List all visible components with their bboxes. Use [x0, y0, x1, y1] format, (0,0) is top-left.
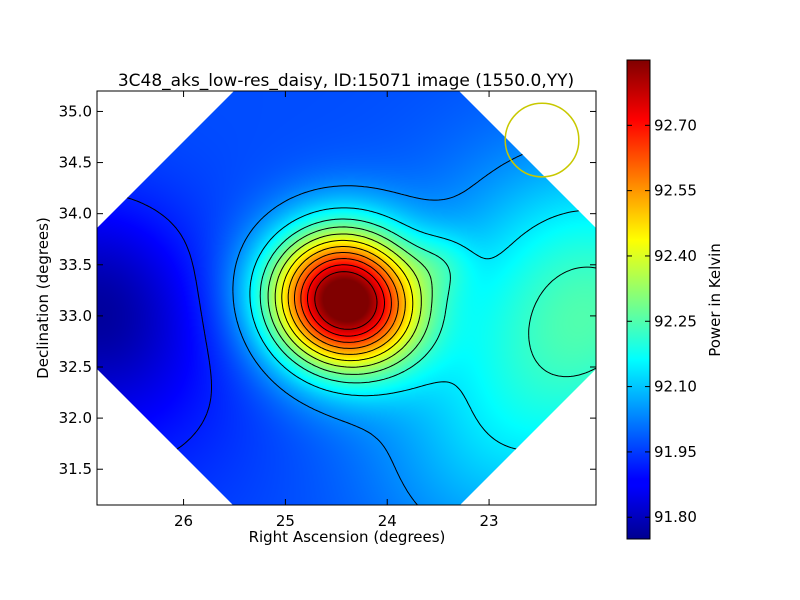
heatmap-image: [97, 91, 596, 505]
x-axis-label: Right Ascension (degrees): [249, 528, 446, 546]
y-tick-label: 34.0: [59, 205, 92, 223]
plot-frame: [96, 90, 597, 506]
colorbar: 91.80 91.95 92.10 92.25 92.40 92.55 92.70 Powe…: [626, 59, 724, 540]
contour-level-11: [314, 271, 378, 330]
y-tick-label: 34.5: [59, 154, 92, 172]
contour-level-3: [259, 218, 596, 384]
contour-level-5: [274, 233, 422, 368]
contour-lines: [97, 139, 596, 505]
plot-area: [97, 91, 596, 505]
colorbar-label: Power in Kelvin: [706, 243, 724, 357]
y-tick-label: 32.5: [59, 358, 92, 376]
x-tick-label: 25: [276, 512, 295, 530]
contour-level-7: [287, 246, 406, 355]
colorbar-tick-label: 91.80: [654, 508, 697, 526]
x-axis: 26 25 24 23: [174, 91, 499, 530]
chart-title: 3C48_aks_low-res_daisy, ID:15071 image (…: [118, 71, 574, 91]
x-tick-label: 26: [174, 512, 193, 530]
y-tick-label: 35.0: [59, 102, 92, 120]
y-tick-label: 33.0: [59, 307, 92, 325]
colorbar-tick-label: 92.40: [654, 247, 697, 265]
beam-circle: [504, 102, 580, 178]
x-tick-label: 24: [378, 512, 397, 530]
colorbar-tick-label: 92.70: [654, 116, 697, 134]
colorbar-ticks: 91.80 91.95 92.10 92.25 92.40 92.55 92.70: [627, 116, 697, 526]
contour-level-10: [307, 264, 385, 337]
contour-level-4: [267, 226, 433, 375]
y-tick-label: 33.5: [59, 256, 92, 274]
contour-level-8: [294, 252, 399, 349]
y-axis: 31.5 32.0 32.5 33.0 33.5 34.0 34.5 35.0: [59, 102, 596, 478]
colorbar-tick-label: 92.10: [654, 378, 697, 396]
x-tick-label: 23: [480, 512, 499, 530]
y-tick-label: 31.5: [59, 460, 92, 478]
colorbar-tick-label: 92.55: [654, 182, 697, 200]
colorbar-tick-label: 91.95: [654, 443, 697, 461]
colorbar-tick-label: 92.25: [654, 312, 697, 330]
colorbar-gradient: [626, 59, 651, 540]
contour-level-6: [281, 239, 414, 362]
y-tick-label: 32.0: [59, 409, 92, 427]
contour-level-9: [300, 258, 392, 343]
y-axis-label: Declination (degrees): [34, 217, 52, 379]
contour-level-2: [249, 207, 596, 452]
